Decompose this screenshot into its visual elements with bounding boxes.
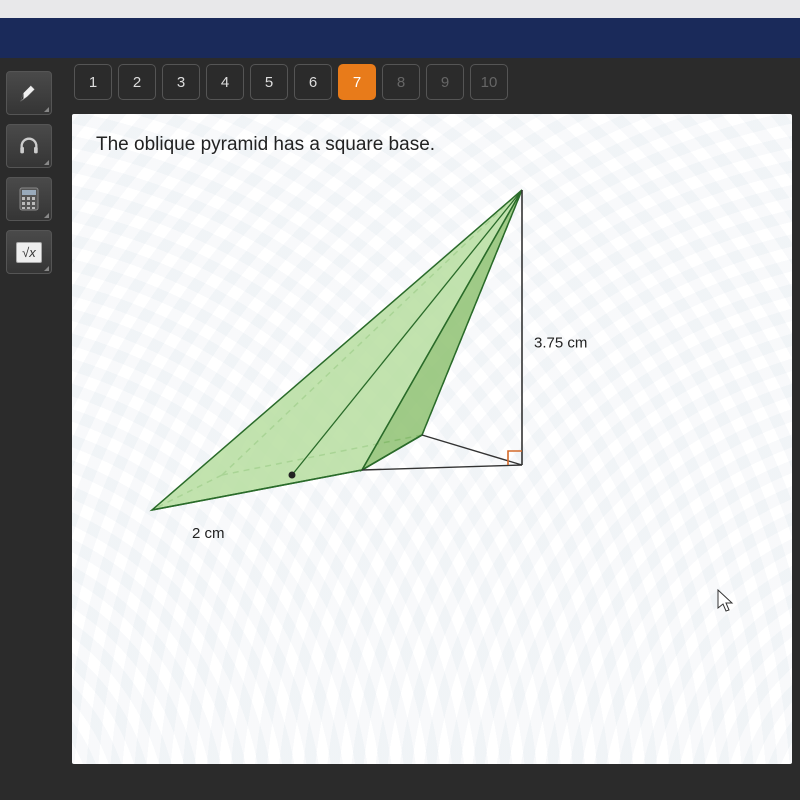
main-area: √x 1 2 3 4 5 6 7 8 9 10 The oblique pyra… bbox=[0, 58, 800, 800]
pyramid-svg: 3.75 cm 2 cm bbox=[112, 180, 632, 560]
nav-item-4[interactable]: 4 bbox=[206, 64, 244, 100]
audio-tool[interactable] bbox=[6, 124, 52, 168]
nav-item-6[interactable]: 6 bbox=[294, 64, 332, 100]
content-panel: The oblique pyramid has a square base. 3… bbox=[72, 114, 792, 764]
nav-item-9: 9 bbox=[426, 64, 464, 100]
pencil-icon bbox=[18, 82, 40, 104]
pencil-tool[interactable] bbox=[6, 71, 52, 115]
question-text: The oblique pyramid has a square base. bbox=[72, 114, 792, 156]
nav-item-8: 8 bbox=[382, 64, 420, 100]
right-side: 1 2 3 4 5 6 7 8 9 10 The oblique pyramid… bbox=[58, 58, 800, 800]
headphones-icon bbox=[17, 135, 41, 157]
question-nav: 1 2 3 4 5 6 7 8 9 10 bbox=[58, 58, 800, 106]
title-band bbox=[0, 18, 800, 58]
svg-text:2 cm: 2 cm bbox=[192, 525, 225, 542]
calculator-tool[interactable] bbox=[6, 177, 52, 221]
formula-icon: √x bbox=[16, 242, 42, 263]
nav-item-5[interactable]: 5 bbox=[250, 64, 288, 100]
calculator-icon bbox=[19, 187, 39, 211]
nav-item-10: 10 bbox=[470, 64, 508, 100]
cursor-icon bbox=[716, 588, 736, 614]
pyramid-figure: 3.75 cm 2 cm bbox=[112, 180, 792, 565]
formula-tool[interactable]: √x bbox=[6, 230, 52, 274]
nav-item-3[interactable]: 3 bbox=[162, 64, 200, 100]
nav-item-7[interactable]: 7 bbox=[338, 64, 376, 100]
tool-sidebar: √x bbox=[0, 58, 58, 800]
svg-text:3.75 cm: 3.75 cm bbox=[534, 335, 587, 352]
window-top-band bbox=[0, 0, 800, 18]
nav-item-1[interactable]: 1 bbox=[74, 64, 112, 100]
nav-item-2[interactable]: 2 bbox=[118, 64, 156, 100]
